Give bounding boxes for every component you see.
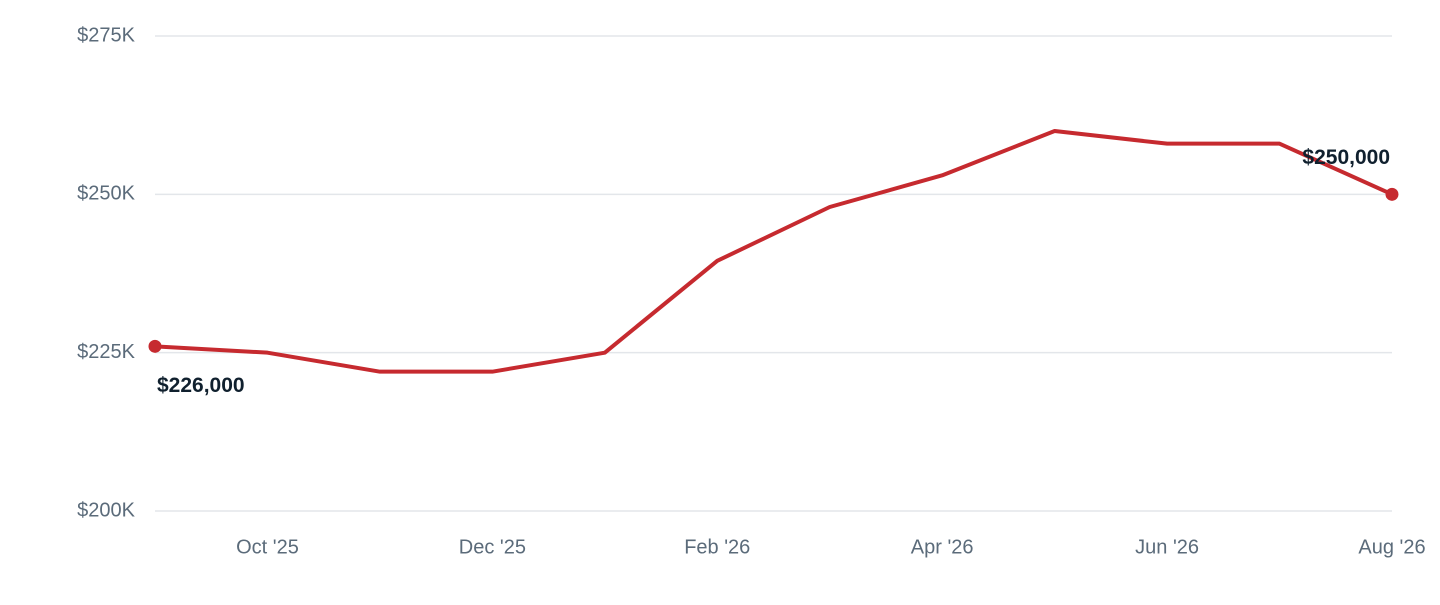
value-label: $250,000 (1302, 146, 1390, 169)
x-tick-label: Dec '25 (459, 536, 526, 558)
x-tick-label: Feb '26 (684, 536, 750, 558)
y-tick-label: $250K (77, 183, 135, 205)
point (1385, 187, 1399, 201)
x-tick-label: Aug '26 (1358, 536, 1425, 558)
x-tick-label: Jun '26 (1135, 536, 1199, 558)
y-tick-label: $275K (77, 24, 135, 46)
y-tick-label: $200K (77, 499, 135, 521)
line (154, 129, 1393, 374)
y-tick-label: $225K (77, 341, 135, 363)
point (148, 339, 162, 353)
x-tick-label: Apr '26 (911, 536, 974, 558)
x-tick-label: Oct '25 (236, 536, 299, 558)
value-label: $226,000 (157, 374, 245, 397)
